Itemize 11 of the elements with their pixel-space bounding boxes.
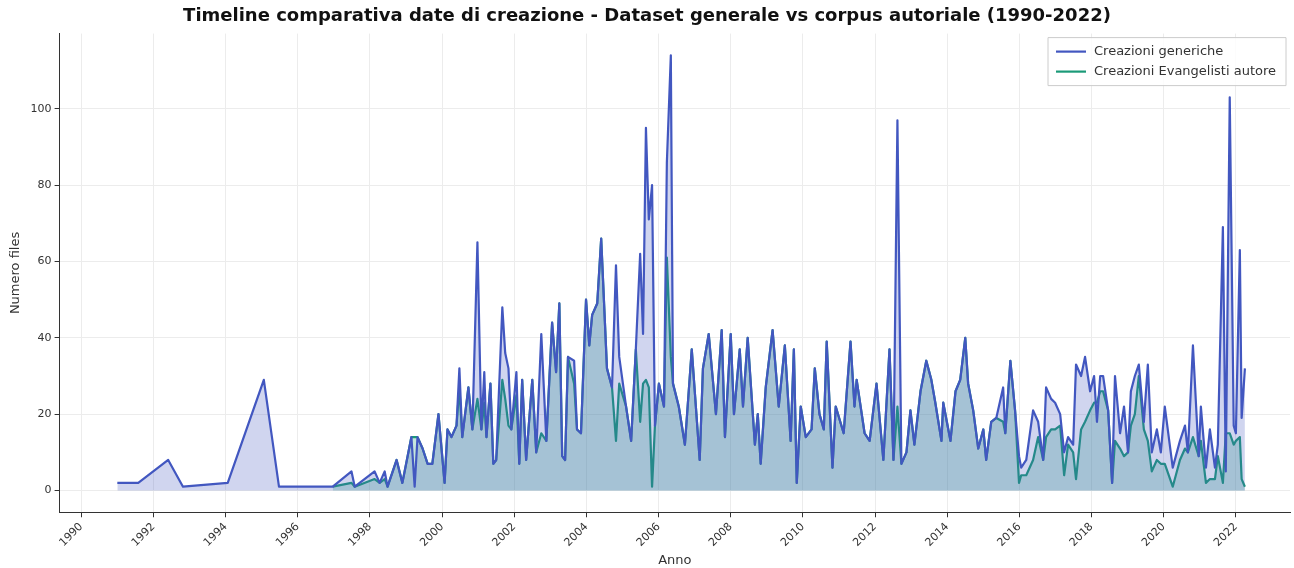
y-tick-label: 0 [44,483,52,497]
y-tick-label: 100 [30,101,52,115]
x-axis-title: Anno [658,551,692,567]
y-tick-label: 20 [37,407,52,421]
y-tick-label: 60 [37,254,52,268]
legend-label: Creazioni generiche [1094,42,1224,58]
y-tick-label: 80 [37,178,52,191]
y-tick-label: 40 [37,330,52,344]
legend-label: Creazioni Evangelisti autore [1094,62,1277,78]
y-axis-title: Numero files [7,231,23,315]
chart-title: Timeline comparativa date di creazione - Dataset generale vs corpus autoriale (1990-2022) [183,4,1111,26]
